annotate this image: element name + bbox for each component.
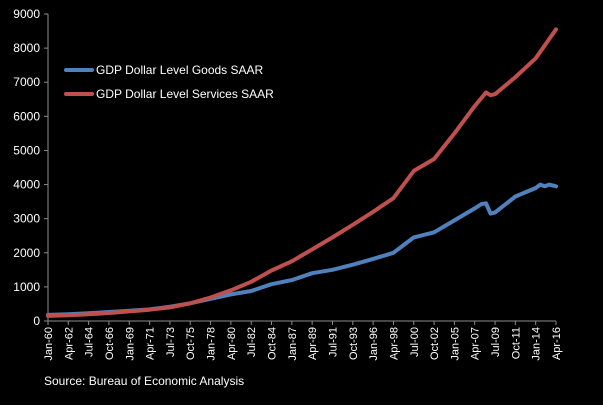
- x-tick-label: Oct-93: [348, 327, 360, 360]
- series-lines: [46, 27, 558, 318]
- x-tick-label: Oct-75: [185, 327, 197, 360]
- x-tick-label: Apr-71: [145, 327, 157, 360]
- legend-label: GDP Dollar Level Services SAAR: [96, 87, 274, 101]
- y-tick-label: 4000: [13, 178, 40, 192]
- x-tick-label: Jul-91: [327, 327, 339, 357]
- x-tick-label: Jan-78: [206, 327, 218, 361]
- x-tick-label: Apr-98: [388, 327, 400, 360]
- y-tick-label: 1000: [13, 280, 40, 294]
- x-axis-ticks: Jan-60 Apr-62 Jul-64 Oct-66 Jan-69 Apr-71 Jul-…: [43, 321, 563, 361]
- source-note: Source: Bureau of Economic Analysis: [44, 374, 245, 388]
- x-tick-label: Jul-64: [84, 327, 96, 357]
- legend-label: GDP Dollar Level Goods SAAR: [96, 63, 264, 77]
- y-tick-label: 8000: [13, 41, 40, 55]
- x-tick-label: Oct-11: [510, 327, 522, 359]
- x-tick-label: Apr-89: [307, 327, 319, 360]
- y-tick-label: 0: [33, 314, 40, 328]
- x-tick-label: Oct-66: [104, 327, 116, 360]
- y-tick-label: 6000: [13, 109, 40, 123]
- axes: [47, 14, 556, 322]
- x-tick-label: Jan-14: [531, 327, 543, 361]
- x-tick-label: Jan-60: [43, 327, 55, 361]
- y-tick-label: 5000: [13, 143, 40, 157]
- x-tick-label: Apr-80: [226, 327, 238, 360]
- x-tick-label: Jan-69: [124, 327, 136, 361]
- x-tick-label: Jan-96: [368, 327, 380, 361]
- services-series-line: [46, 27, 558, 318]
- x-tick-label: Jan-87: [287, 327, 299, 361]
- x-tick-label: Jul-00: [409, 327, 421, 357]
- goods-series-line: [46, 182, 558, 317]
- x-tick-label: Apr-07: [470, 327, 482, 360]
- y-tick-label: 9000: [13, 7, 40, 21]
- x-tick-label: Jul-82: [246, 327, 258, 357]
- x-tick-label: Apr-16: [551, 327, 563, 360]
- x-tick-label: Jan-05: [449, 327, 461, 361]
- y-tick-label: 3000: [13, 212, 40, 226]
- y-axis-ticks: 0 1000 2000 3000 4000 5000 6000 7000 8000 9000: [13, 7, 48, 328]
- x-tick-label: Oct-02: [429, 327, 441, 360]
- legend: GDP Dollar Level Goods SAAR GDP Dollar Le…: [64, 63, 274, 101]
- x-tick-label: Apr-62: [63, 327, 75, 360]
- x-tick-label: Oct-84: [267, 327, 279, 360]
- x-tick-label: Jul-73: [165, 327, 177, 357]
- x-tick-label: Jul-09: [490, 327, 502, 357]
- y-tick-label: 2000: [13, 246, 40, 260]
- y-tick-label: 7000: [13, 75, 40, 89]
